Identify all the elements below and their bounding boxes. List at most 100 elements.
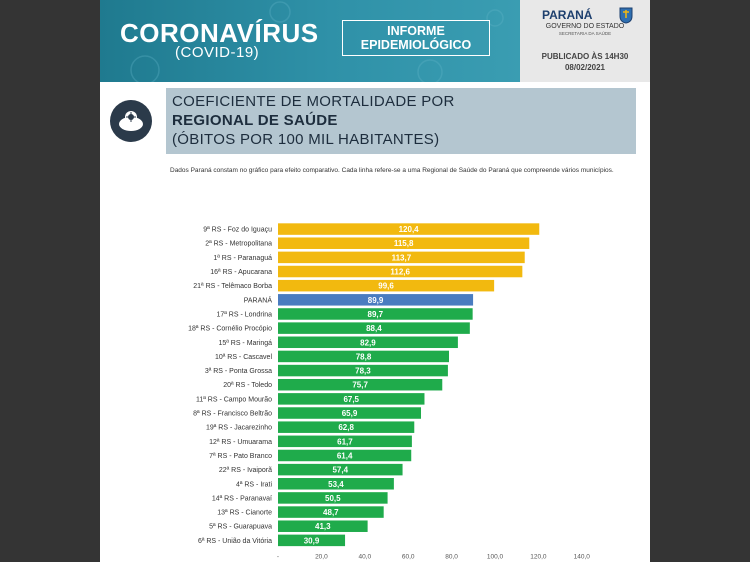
value-label: 99,6 (378, 282, 394, 291)
government-name: PARANÁ (542, 8, 593, 22)
bar (278, 421, 415, 433)
informe-line-2: EPIDEMIOLÓGICO (360, 38, 472, 52)
value-label: 88,4 (366, 324, 382, 333)
x-tick-label: 120,0 (530, 553, 547, 560)
category-label: 2ª RS - Metropolitana (205, 241, 272, 248)
category-label: 7ª RS - Pato Branco (209, 453, 272, 460)
bar (278, 223, 540, 235)
value-label: 48,7 (323, 508, 339, 517)
value-label: 62,8 (338, 423, 354, 432)
bar (278, 378, 443, 391)
category-label: 15ª RS - Maringá (218, 340, 272, 347)
virus-decoration-icon (130, 1, 504, 82)
value-label: 53,4 (328, 480, 344, 489)
x-tick-label: 100,0 (487, 553, 504, 560)
bar (278, 336, 458, 349)
comparison-note: Dados Paraná constam no gráfico para efe… (170, 167, 614, 174)
header-subtitle: (COVID-19) (175, 44, 260, 61)
header-background (100, 0, 520, 82)
parana-coat-of-arms-icon (619, 7, 633, 24)
government-state-label: GOVERNO DO ESTADO (545, 23, 625, 30)
category-label: 20ª RS - Toledo (223, 382, 272, 389)
bar (278, 251, 525, 264)
bar (278, 322, 470, 334)
value-label: 41,3 (315, 522, 331, 531)
category-label: PARANÁ (244, 295, 273, 304)
mortality-bar-chart: 9ª RS - Foz do Iguaçu 120,4 2ª RS - Metrop… (188, 223, 591, 560)
header-title: CORONAVÍRUS (120, 18, 319, 48)
bar (278, 294, 474, 306)
bar (278, 393, 425, 405)
bar (278, 265, 523, 278)
bar (278, 308, 473, 320)
value-label: 78,8 (356, 352, 372, 361)
value-label: 57,4 (332, 466, 348, 475)
value-label: 75,7 (352, 381, 368, 390)
category-label: 11ª RS - Campo Mourão (196, 396, 272, 403)
category-label: 6ª RS - União da Vitória (198, 538, 272, 545)
bar (278, 463, 403, 476)
topic-line-3: (ÓBITOS POR 100 MIL HABITANTES) (172, 131, 440, 148)
bar (278, 534, 346, 547)
category-label: 3ª RS - Ponta Grossa (205, 368, 272, 375)
x-tick-label: 140,0 (574, 553, 591, 560)
report-page: CORONAVÍRUS (COVID-19) INFORME EPIDEMIOL… (100, 0, 650, 562)
published-time: PUBLICADO ÀS 14H30 (541, 52, 629, 61)
published-date: 08/02/2021 (564, 63, 606, 72)
mortality-topic-icon (110, 100, 152, 142)
x-tick-label: 60,0 (402, 553, 415, 560)
bar (278, 350, 449, 363)
bar (278, 364, 448, 377)
category-label: 21ª RS - Telêmaco Borba (193, 283, 272, 290)
government-panel: PARANÁ GOVERNO DO ESTADO SECRETARIA DA S… (520, 0, 650, 82)
category-label: 12ª RS - Umuarama (209, 439, 272, 446)
value-label: 67,5 (343, 395, 359, 404)
bar (278, 506, 384, 518)
topic-line-2: REGIONAL DE SAÚDE (172, 112, 338, 129)
category-label: 13ª RS - Cianorte (217, 510, 272, 517)
category-label: 18ª RS - Cornélio Procópio (188, 326, 272, 333)
value-label: 82,9 (360, 338, 376, 347)
category-label: 10ª RS - Cascavel (215, 354, 273, 361)
value-label: 65,9 (342, 409, 358, 418)
value-label: 30,9 (304, 536, 320, 545)
category-label: 16ª RS - Apucarana (210, 269, 272, 276)
category-label: 8ª RS - Francisco Beltrão (193, 411, 272, 418)
category-label: 5ª RS - Guarapuava (209, 524, 272, 531)
category-label: 22ª RS - Ivaiporã (219, 467, 272, 474)
x-tick-label: 40,0 (358, 553, 371, 560)
bar (278, 435, 412, 448)
category-label: 19ª RS - Jacarezinho (206, 425, 272, 432)
value-label: 89,7 (368, 310, 384, 319)
bar (278, 279, 495, 292)
bar (278, 449, 412, 462)
value-label: 115,8 (394, 239, 414, 248)
value-label: 78,3 (355, 367, 371, 376)
x-tick-label: - (277, 553, 279, 560)
value-label: 61,4 (337, 451, 353, 460)
secretaria-label: SECRETARIA DA SAÚDE (558, 31, 612, 36)
bar (278, 407, 422, 419)
bar (278, 520, 368, 532)
category-label: 9ª RS - Foz do Iguaçu (203, 227, 272, 234)
x-tick-label: 20,0 (315, 553, 328, 560)
value-label: 112,6 (390, 268, 410, 277)
shroud-icon (119, 111, 143, 131)
report-header: CORONAVÍRUS (COVID-19) INFORME EPIDEMIOL… (100, 0, 650, 82)
category-label: 4ª RS - Irati (236, 481, 272, 488)
bar (278, 478, 394, 490)
category-label: 17ª RS - Londrina (216, 311, 272, 318)
informe-line-1: INFORME (387, 24, 445, 38)
topic-title-box: COEFICIENTE DE MORTALIDADE POR REGIONAL … (166, 88, 636, 154)
topic-line-1: COEFICIENTE DE MORTALIDADE POR (172, 93, 455, 110)
value-label: 113,7 (392, 253, 412, 262)
bar (278, 237, 530, 249)
x-tick-label: 80,0 (445, 553, 458, 560)
informe-badge: INFORME EPIDEMIOLÓGICO (342, 20, 490, 56)
category-label: 14ª RS - Paranavaí (212, 495, 272, 502)
value-label: 50,5 (325, 494, 341, 503)
value-label: 89,9 (368, 296, 384, 305)
value-label: 61,7 (337, 437, 353, 446)
bar (278, 492, 388, 504)
category-label: 1ª RS - Paranaguá (213, 255, 272, 262)
